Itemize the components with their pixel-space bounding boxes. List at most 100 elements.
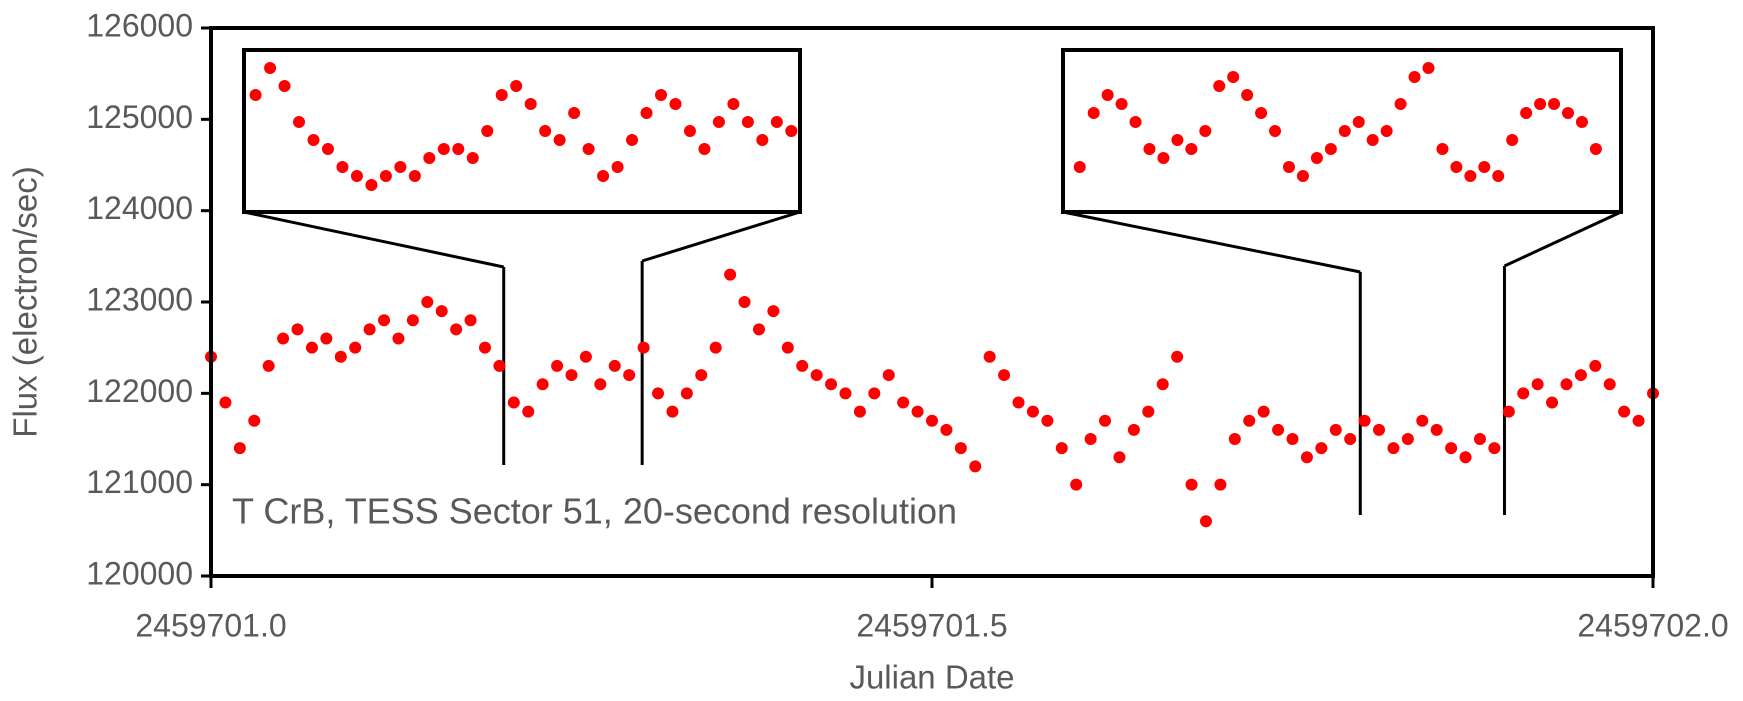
data-point xyxy=(1099,414,1112,427)
data-point xyxy=(291,323,304,336)
data-point xyxy=(1127,423,1140,436)
data-point xyxy=(277,332,290,345)
data-point xyxy=(611,161,624,173)
data-point xyxy=(756,134,769,146)
data-point xyxy=(1632,414,1645,427)
data-point xyxy=(1603,378,1616,391)
data-point xyxy=(1517,387,1530,400)
data-point xyxy=(233,442,246,455)
data-point xyxy=(1589,143,1602,155)
data-point xyxy=(785,125,798,137)
data-point xyxy=(305,341,318,354)
data-point xyxy=(1344,433,1357,445)
data-point xyxy=(568,107,581,119)
data-point xyxy=(350,170,363,182)
data-point xyxy=(582,143,595,155)
data-point xyxy=(1073,161,1086,173)
data-point xyxy=(1488,442,1501,455)
data-point xyxy=(1430,423,1443,436)
data-point xyxy=(752,323,765,336)
data-point xyxy=(1070,478,1083,491)
y-tick-label: 125000 xyxy=(86,99,193,135)
data-point xyxy=(1366,134,1379,146)
data-point xyxy=(1358,414,1371,427)
data-point xyxy=(640,107,653,119)
data-point xyxy=(1156,378,1169,391)
data-point xyxy=(709,341,722,354)
data-point xyxy=(940,423,953,436)
data-point xyxy=(452,143,465,155)
data-point xyxy=(655,89,667,101)
data-point xyxy=(698,143,711,155)
data-point xyxy=(727,98,740,110)
data-point xyxy=(1041,414,1054,427)
data-point xyxy=(1214,478,1227,491)
data-point xyxy=(565,369,578,382)
data-point xyxy=(1387,442,1400,455)
data-point xyxy=(1171,350,1184,363)
data-point xyxy=(666,405,679,418)
y-tick-label: 126000 xyxy=(86,7,193,43)
data-point xyxy=(1548,98,1561,110)
data-point xyxy=(406,314,419,327)
annotation: T CrB, TESS Sector 51, 20-second resolut… xyxy=(232,491,957,532)
data-point xyxy=(293,116,306,128)
data-point xyxy=(853,405,866,418)
data-point xyxy=(1143,143,1156,155)
y-tick-label: 121000 xyxy=(86,464,193,500)
y-tick-label: 123000 xyxy=(86,281,193,317)
data-point xyxy=(911,405,924,418)
data-point xyxy=(262,359,275,372)
data-point xyxy=(741,116,754,128)
data-point xyxy=(969,460,982,473)
data-point xyxy=(1450,161,1463,173)
inset-frame xyxy=(1061,48,1623,214)
data-point xyxy=(897,396,910,409)
data-point xyxy=(1534,98,1547,110)
data-point xyxy=(365,179,378,191)
data-point xyxy=(781,341,794,354)
data-point xyxy=(868,387,881,400)
data-point xyxy=(334,350,347,363)
data-point xyxy=(597,170,610,182)
data-point xyxy=(1084,433,1097,445)
data-point xyxy=(248,414,261,427)
data-point xyxy=(219,396,232,409)
data-point xyxy=(695,369,708,382)
data-point xyxy=(450,323,463,336)
connector xyxy=(1062,210,1361,274)
connector xyxy=(641,210,801,263)
data-point xyxy=(522,405,535,418)
data-point xyxy=(1157,152,1170,164)
y-tick-label: 122000 xyxy=(86,373,193,409)
data-point xyxy=(796,359,809,372)
data-point xyxy=(379,170,392,182)
data-point xyxy=(1269,125,1282,137)
data-point xyxy=(1422,62,1435,74)
data-point xyxy=(493,359,506,372)
data-point xyxy=(1087,107,1100,119)
data-point xyxy=(1115,98,1128,110)
data-point xyxy=(1228,433,1241,445)
data-point xyxy=(1502,405,1515,418)
data-point xyxy=(579,350,592,363)
data-point xyxy=(825,378,838,391)
data-point xyxy=(1478,161,1491,173)
data-point xyxy=(926,414,938,427)
data-point xyxy=(1101,89,1114,101)
data-point xyxy=(423,152,436,164)
data-point xyxy=(738,296,751,308)
data-point xyxy=(1282,161,1295,173)
data-point xyxy=(363,323,376,336)
data-point xyxy=(1213,80,1226,92)
data-point xyxy=(421,296,434,308)
data-point xyxy=(770,116,783,128)
data-point xyxy=(1445,442,1458,455)
data-point xyxy=(882,369,895,382)
data-point xyxy=(680,387,693,400)
data-point xyxy=(551,359,564,372)
data-point xyxy=(278,80,291,92)
data-point xyxy=(1373,423,1386,436)
data-point xyxy=(553,134,566,146)
